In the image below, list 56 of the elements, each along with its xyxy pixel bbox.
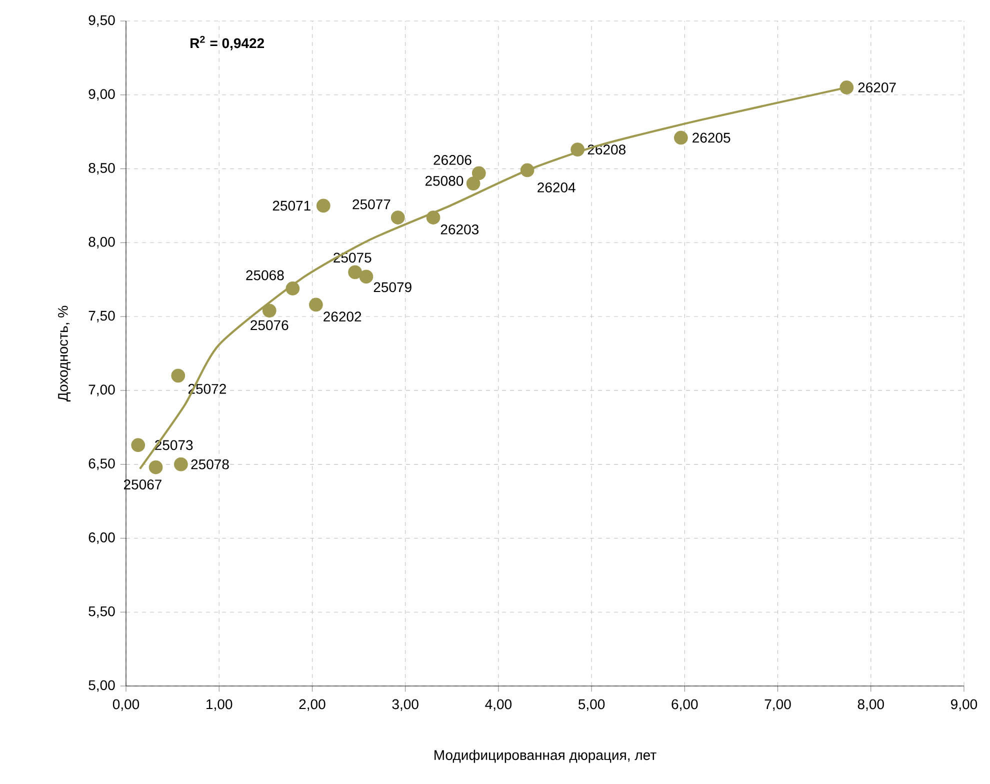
y-tick-label: 6,00 [88, 532, 115, 544]
point [472, 166, 486, 180]
series-label: 26204 [538, 182, 576, 192]
point [286, 282, 300, 296]
point [316, 198, 330, 213]
y-tick-label: 9,00 [88, 89, 115, 101]
series-label: 25080 [425, 176, 464, 186]
y-tick-label: 8,00 [88, 236, 115, 248]
point [570, 142, 585, 156]
series-label: 25068 [246, 270, 284, 280]
series-label: 25077 [352, 199, 390, 210]
point [262, 304, 276, 318]
point [174, 457, 188, 472]
y-tick-label: 5,00 [88, 680, 115, 692]
y-tick-label: 7,00 [88, 384, 115, 396]
x-tick-label: 9,00 [951, 699, 978, 711]
point [359, 270, 374, 284]
series-label: 25067 [124, 480, 162, 490]
y-tick-label: 8,50 [88, 162, 115, 175]
x-tick-label: 4,00 [485, 699, 512, 711]
x-tick-label: 8,00 [858, 699, 884, 711]
series-label: 26203 [440, 224, 479, 234]
point [171, 368, 186, 383]
point [466, 176, 480, 190]
series-label: 25079 [374, 282, 412, 292]
point [131, 438, 146, 452]
series-label: 26202 [324, 312, 362, 322]
point [148, 460, 163, 474]
x-tick-label: 3,00 [392, 699, 418, 711]
x-tick-label: 5,00 [578, 699, 605, 711]
point [840, 80, 854, 94]
y-tick-label: 7,50 [88, 310, 115, 322]
series-label: 26205 [692, 132, 730, 143]
point [390, 210, 405, 224]
x-tick-label: 6,00 [672, 699, 698, 711]
series-label: 26208 [588, 144, 626, 155]
series-label: 25071 [272, 200, 310, 211]
x-tick-label: 0,00 [112, 699, 140, 711]
point [520, 163, 534, 178]
y-tick-label: 5,50 [88, 606, 115, 618]
x-tick-label: 1,00 [206, 699, 232, 711]
point [674, 130, 688, 145]
series-label: 26207 [858, 82, 896, 92]
annotation: R$^{2}$ = 0,9422 [190, 36, 264, 50]
series-label: 26206 [434, 155, 472, 165]
y-axis-title: Доходность, % [58, 306, 71, 402]
x-tick-label: 2,00 [299, 699, 326, 711]
y-tick-label: 9,50 [88, 15, 115, 27]
x-axis-title: Модифицированная дюрация, лет [434, 750, 656, 763]
point [426, 210, 440, 224]
series-label: 25076 [250, 320, 288, 330]
x-tick-label: 7,00 [764, 699, 791, 711]
series-label: 25078 [191, 459, 229, 470]
point [309, 298, 323, 312]
point [348, 265, 362, 280]
y-tick-label: 6,50 [88, 458, 115, 470]
